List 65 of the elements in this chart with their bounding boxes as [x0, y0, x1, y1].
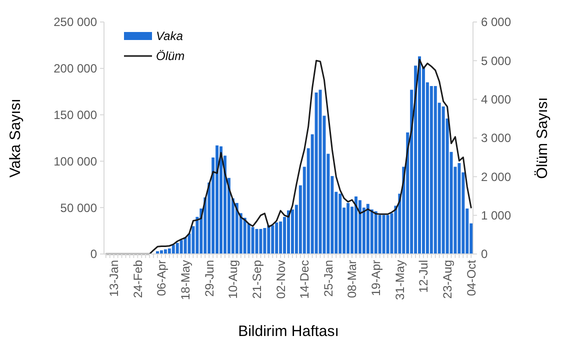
x-tick-label: 13-Jan — [107, 260, 122, 297]
bar — [346, 202, 350, 254]
x-tick-label: 25-Jan — [321, 260, 336, 297]
bar — [172, 244, 175, 254]
bar — [418, 56, 421, 254]
bar — [168, 248, 171, 254]
bar — [216, 145, 219, 254]
x-tick-label: 02-Nov — [274, 260, 288, 299]
legend-label: Vaka — [156, 29, 184, 44]
y2-tick-label: 3 000 — [481, 131, 512, 146]
bar — [382, 215, 386, 254]
y-tick-label: 50 000 — [60, 200, 98, 215]
y-tick-label: 250 000 — [54, 15, 98, 30]
bar — [275, 222, 278, 254]
bar — [263, 228, 266, 254]
bar — [287, 210, 290, 254]
bar — [338, 194, 342, 254]
x-tick-label: 04-Oct — [464, 259, 478, 296]
y2-tick-label: 1 000 — [481, 208, 512, 223]
x-axis-title: Bildirim Haftası — [238, 323, 339, 340]
x-tick-label: 29-Jun — [202, 260, 216, 297]
x-tick-label: 31-May — [392, 260, 407, 300]
bar — [430, 86, 433, 254]
x-tick-label: 10-Aug — [226, 260, 240, 299]
bar — [156, 251, 159, 254]
bar — [434, 86, 437, 254]
y-axis-title: Vaka Sayısı — [7, 98, 24, 178]
bar — [358, 200, 362, 254]
x-tick-label: 14-Dec — [298, 260, 312, 299]
y-tick-label: 200 000 — [54, 62, 98, 76]
bar — [259, 228, 262, 254]
bar — [180, 240, 183, 254]
bar — [235, 202, 238, 254]
y2-tick-label: 6 000 — [481, 15, 512, 30]
bar — [220, 146, 222, 254]
legend-label: Ölüm — [156, 49, 185, 64]
x-tick-label: 06-Apr — [154, 260, 169, 296]
bar — [184, 237, 187, 254]
x-tick-label: 23-Aug — [440, 260, 454, 299]
bar — [176, 242, 179, 254]
bar — [366, 204, 370, 254]
y2-tick-label: 5 000 — [481, 54, 512, 68]
y2-tick-label: 2 000 — [481, 170, 512, 184]
y-tick-label: 100 000 — [54, 154, 98, 168]
bar — [458, 163, 461, 254]
x-tick-label: 19-Apr — [369, 260, 384, 296]
y-tick-label: 150 000 — [54, 108, 98, 122]
bar — [271, 225, 274, 254]
x-tick-label: 12-Jul — [416, 260, 431, 293]
y2-axis-title: Ölüm Sayısı — [534, 97, 551, 179]
bar — [290, 209, 294, 254]
x-tick-label: 08-Mar — [345, 260, 360, 298]
bar — [378, 215, 382, 254]
bar — [314, 92, 318, 254]
y2-tick-label: 4 000 — [481, 92, 512, 107]
x-tick-label: 24-Feb — [130, 260, 145, 298]
x-tick-label: 21-Sep — [250, 260, 264, 299]
x-tick-label: 18-May — [178, 260, 192, 300]
bar — [267, 225, 270, 254]
bar — [442, 106, 445, 254]
bar — [354, 196, 358, 254]
bar — [251, 227, 254, 254]
y-tick-label: 0 — [90, 247, 98, 262]
y2-tick-label: 0 — [481, 247, 488, 262]
bar — [374, 211, 378, 254]
